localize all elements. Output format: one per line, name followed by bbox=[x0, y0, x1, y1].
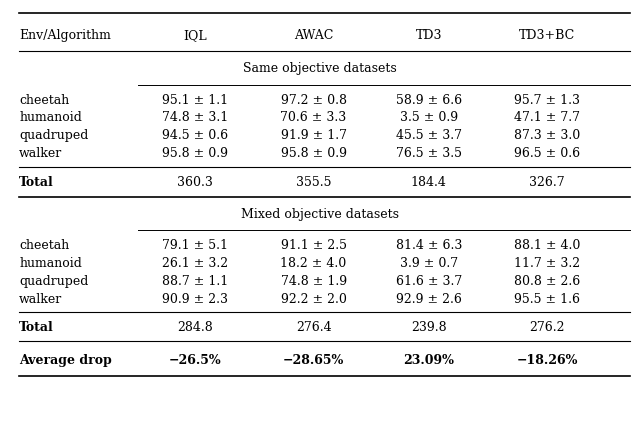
Text: humanoid: humanoid bbox=[19, 111, 82, 125]
Text: walker: walker bbox=[19, 292, 63, 306]
Text: 95.5 ± 1.6: 95.5 ± 1.6 bbox=[514, 292, 580, 306]
Text: 91.9 ± 1.7: 91.9 ± 1.7 bbox=[280, 129, 347, 142]
Text: −28.65%: −28.65% bbox=[283, 354, 344, 367]
Text: 95.8 ± 0.9: 95.8 ± 0.9 bbox=[162, 147, 228, 160]
Text: −26.5%: −26.5% bbox=[169, 354, 221, 367]
Text: 91.1 ± 2.5: 91.1 ± 2.5 bbox=[280, 239, 347, 252]
Text: TD3+BC: TD3+BC bbox=[519, 29, 575, 42]
Text: Mixed objective datasets: Mixed objective datasets bbox=[241, 208, 399, 221]
Text: 184.4: 184.4 bbox=[411, 176, 447, 189]
Text: 3.5 ± 0.9: 3.5 ± 0.9 bbox=[400, 111, 458, 125]
Text: 87.3 ± 3.0: 87.3 ± 3.0 bbox=[514, 129, 580, 142]
Text: 45.5 ± 3.7: 45.5 ± 3.7 bbox=[396, 129, 462, 142]
Text: 284.8: 284.8 bbox=[177, 321, 213, 335]
Text: 97.2 ± 0.8: 97.2 ± 0.8 bbox=[280, 93, 347, 107]
Text: 74.8 ± 3.1: 74.8 ± 3.1 bbox=[162, 111, 228, 125]
Text: Average drop: Average drop bbox=[19, 354, 112, 367]
Text: 23.09%: 23.09% bbox=[403, 354, 454, 367]
Text: 355.5: 355.5 bbox=[296, 176, 332, 189]
Text: 88.1 ± 4.0: 88.1 ± 4.0 bbox=[514, 239, 580, 252]
Text: walker: walker bbox=[19, 147, 63, 160]
Text: 360.3: 360.3 bbox=[177, 176, 213, 189]
Text: quadruped: quadruped bbox=[19, 129, 88, 142]
Text: 81.4 ± 6.3: 81.4 ± 6.3 bbox=[396, 239, 462, 252]
Text: 26.1 ± 3.2: 26.1 ± 3.2 bbox=[162, 257, 228, 270]
Text: 239.8: 239.8 bbox=[411, 321, 447, 335]
Text: 80.8 ± 2.6: 80.8 ± 2.6 bbox=[514, 275, 580, 288]
Text: quadruped: quadruped bbox=[19, 275, 88, 288]
Text: 95.7 ± 1.3: 95.7 ± 1.3 bbox=[514, 93, 580, 107]
Text: 92.9 ± 2.6: 92.9 ± 2.6 bbox=[396, 292, 461, 306]
Text: 70.6 ± 3.3: 70.6 ± 3.3 bbox=[280, 111, 347, 125]
Text: IQL: IQL bbox=[184, 29, 207, 42]
Text: 74.8 ± 1.9: 74.8 ± 1.9 bbox=[280, 275, 347, 288]
Text: 276.2: 276.2 bbox=[529, 321, 565, 335]
Text: 18.2 ± 4.0: 18.2 ± 4.0 bbox=[280, 257, 347, 270]
Text: cheetah: cheetah bbox=[19, 239, 70, 252]
Text: 61.6 ± 3.7: 61.6 ± 3.7 bbox=[396, 275, 462, 288]
Text: TD3: TD3 bbox=[415, 29, 442, 42]
Text: 88.7 ± 1.1: 88.7 ± 1.1 bbox=[162, 275, 228, 288]
Text: 3.9 ± 0.7: 3.9 ± 0.7 bbox=[400, 257, 458, 270]
Text: AWAC: AWAC bbox=[294, 29, 333, 42]
Text: Total: Total bbox=[19, 176, 54, 189]
Text: 326.7: 326.7 bbox=[529, 176, 565, 189]
Text: −18.26%: −18.26% bbox=[516, 354, 578, 367]
Text: 90.9 ± 2.3: 90.9 ± 2.3 bbox=[162, 292, 228, 306]
Text: 92.2 ± 2.0: 92.2 ± 2.0 bbox=[281, 292, 346, 306]
Text: 276.4: 276.4 bbox=[296, 321, 332, 335]
Text: Same objective datasets: Same objective datasets bbox=[243, 62, 397, 76]
Text: 95.8 ± 0.9: 95.8 ± 0.9 bbox=[280, 147, 347, 160]
Text: 79.1 ± 5.1: 79.1 ± 5.1 bbox=[162, 239, 228, 252]
Text: 95.1 ± 1.1: 95.1 ± 1.1 bbox=[162, 93, 228, 107]
Text: 96.5 ± 0.6: 96.5 ± 0.6 bbox=[514, 147, 580, 160]
Text: 47.1 ± 7.7: 47.1 ± 7.7 bbox=[514, 111, 580, 125]
Text: Total: Total bbox=[19, 321, 54, 335]
Text: 58.9 ± 6.6: 58.9 ± 6.6 bbox=[396, 93, 462, 107]
Text: Env/Algorithm: Env/Algorithm bbox=[19, 29, 111, 42]
Text: cheetah: cheetah bbox=[19, 93, 70, 107]
Text: 76.5 ± 3.5: 76.5 ± 3.5 bbox=[396, 147, 462, 160]
Text: 11.7 ± 3.2: 11.7 ± 3.2 bbox=[514, 257, 580, 270]
Text: humanoid: humanoid bbox=[19, 257, 82, 270]
Text: 94.5 ± 0.6: 94.5 ± 0.6 bbox=[162, 129, 228, 142]
